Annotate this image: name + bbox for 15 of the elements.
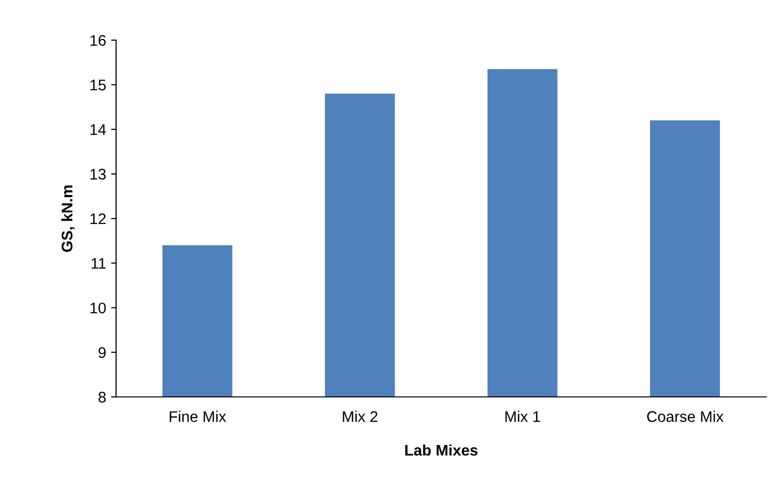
y-tick-label: 14: [90, 124, 106, 135]
y-tick-label: 8: [98, 392, 106, 403]
y-tick-label: 12: [90, 213, 106, 224]
y-tick-label: 9: [98, 347, 106, 358]
x-axis-title: Lab Mixes: [405, 444, 478, 456]
x-tick-label: Fine Mix: [170, 410, 226, 422]
y-tick-label: 16: [90, 35, 106, 46]
x-tick-label: Mix 1: [505, 410, 540, 422]
x-tick-label: Coarse Mix: [647, 410, 724, 422]
y-tick-label: 10: [90, 302, 106, 314]
y-tick-label: 15: [90, 80, 106, 90]
y-tick-label: 11: [92, 258, 106, 269]
y-tick-label: 13: [90, 168, 106, 180]
y-axis-title: GS, kN.m: [61, 186, 75, 252]
x-tick-label: Mix 2: [342, 410, 378, 422]
